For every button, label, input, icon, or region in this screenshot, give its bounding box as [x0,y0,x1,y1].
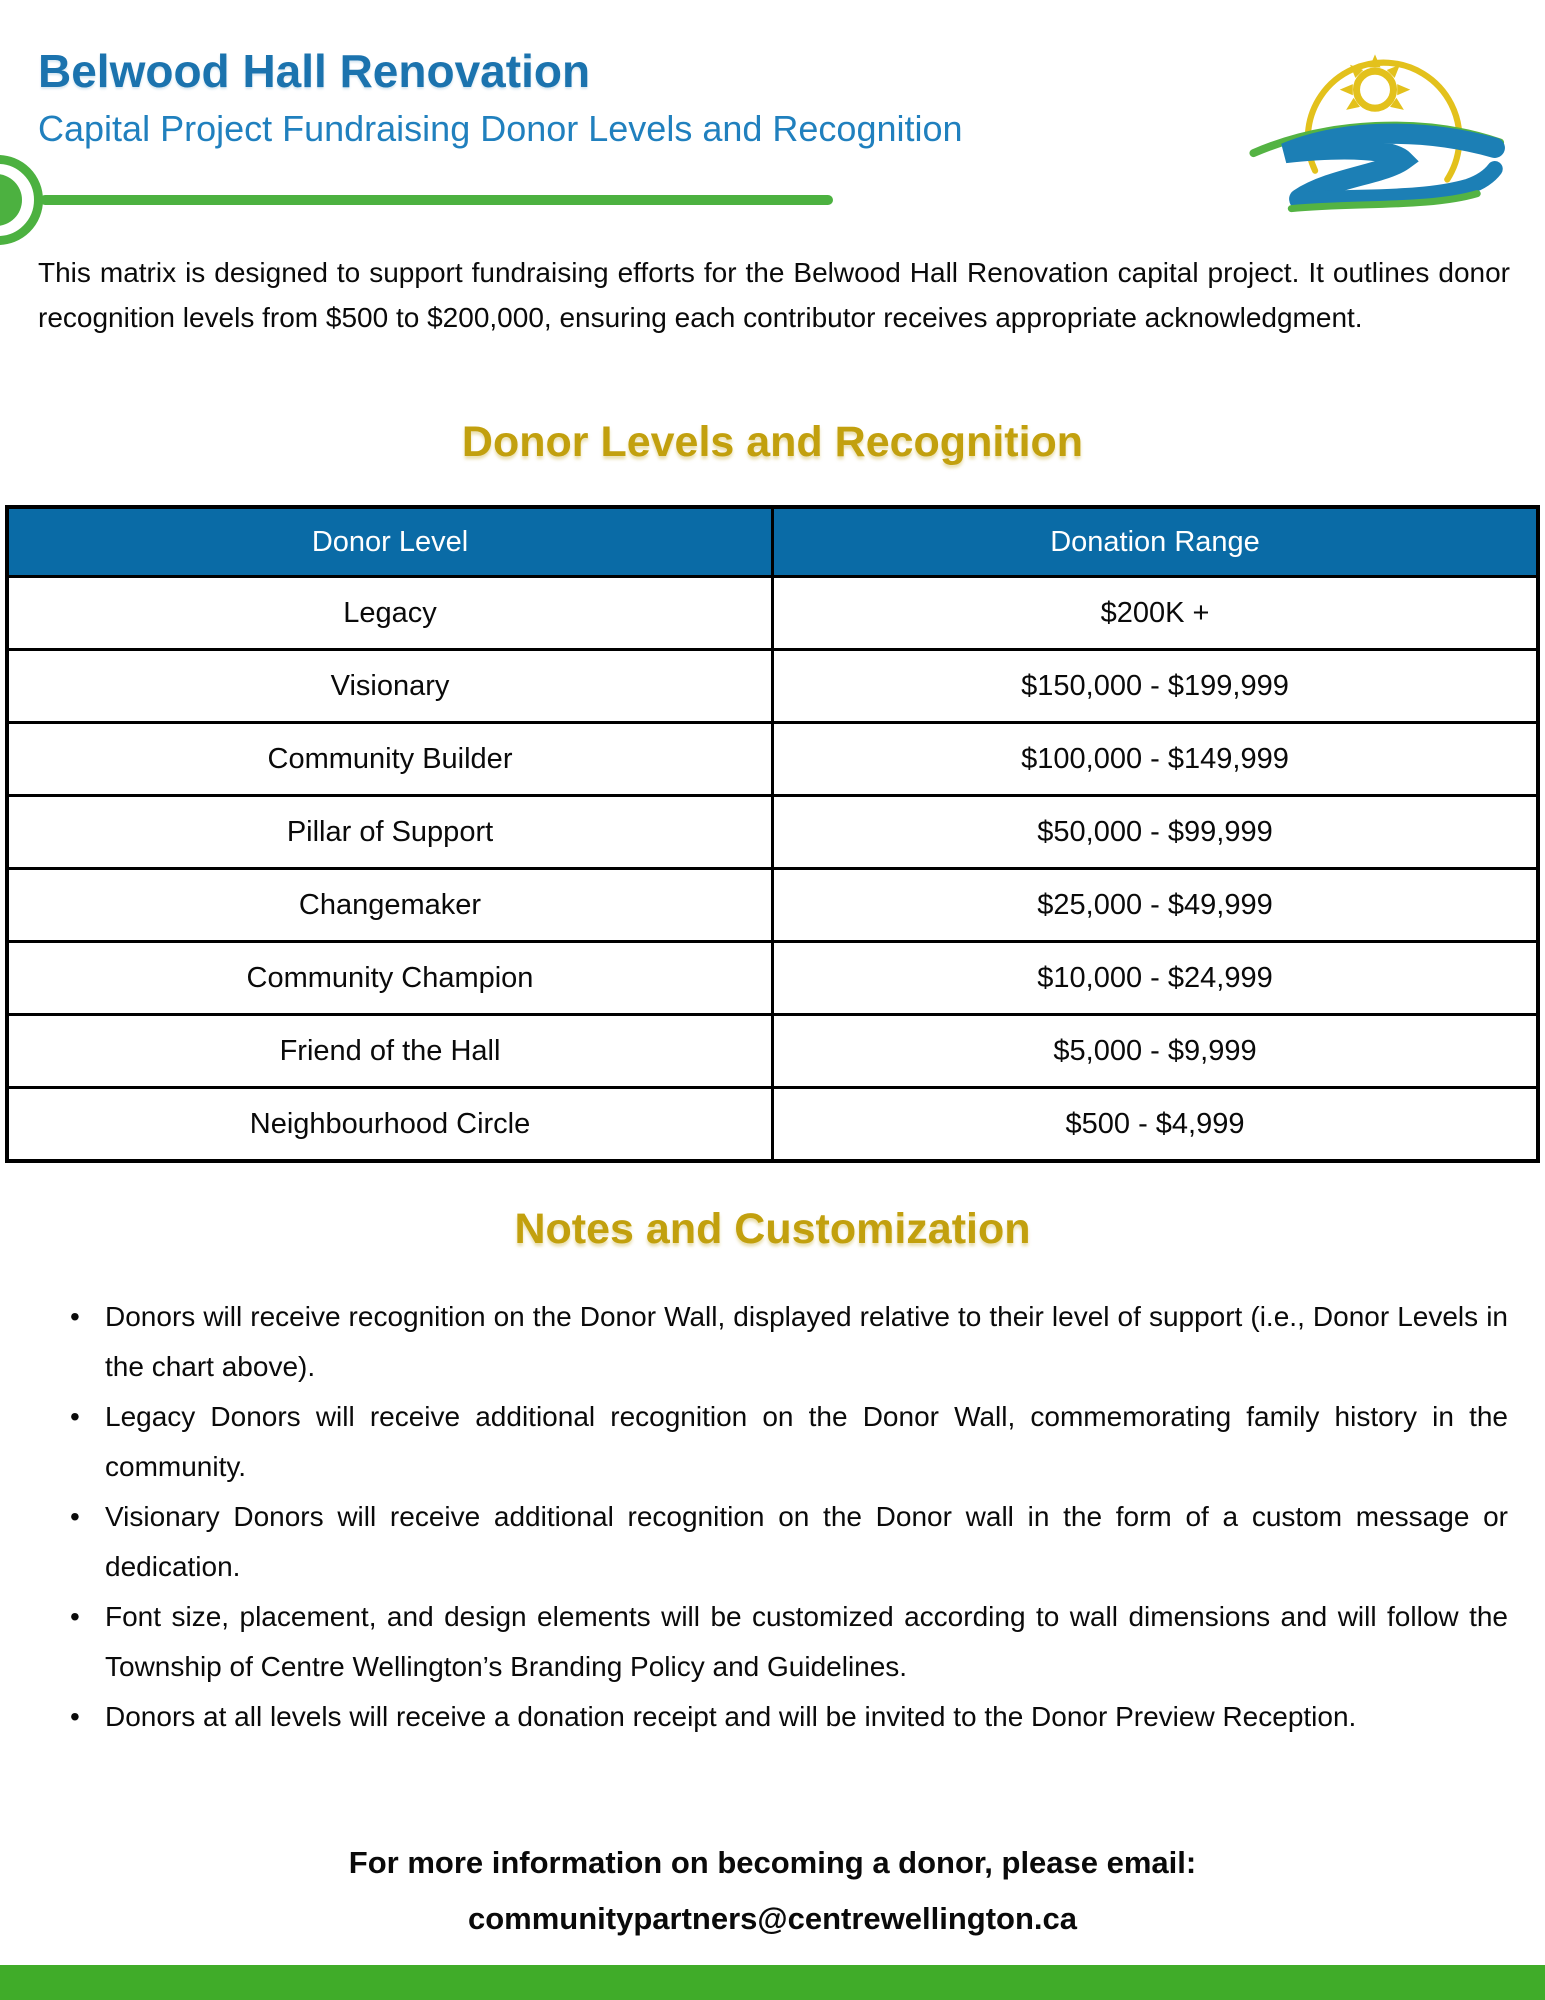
sun-rays-icon [1339,54,1411,110]
donation-range-cell: $200K + [771,575,1540,651]
donation-range-cell: $100,000 - $149,999 [771,721,1540,797]
bullet-icon: • [70,1401,80,1432]
divider-line [40,195,833,205]
notes-heading: Notes and Customization [514,1205,1031,1253]
page-subtitle: Capital Project Fundraising Donor Levels… [38,108,963,149]
bullet-icon: • [70,1501,80,1532]
bullet-icon: • [70,1301,80,1332]
list-item: • Visionary Donors will receive additiona… [60,1492,1508,1592]
donation-range-cell: $5,000 - $9,999 [771,1013,1540,1089]
table-row: Pillar of Support $50,000 - $99,999 [5,794,1540,870]
header: Belwood Hall Renovation Capital Project … [38,42,963,152]
donor-level-cell: Changemaker [5,867,774,943]
centre-wellington-logo [1249,54,1505,213]
divider-dot-icon [0,174,22,226]
donor-level-cell: Visionary [5,648,774,724]
bottom-accent-bar [0,1965,1545,2000]
table-row: Friend of the Hall $5,000 - $9,999 [5,1013,1540,1089]
donor-levels-heading: Donor Levels and Recognition [461,418,1084,466]
donor-level-cell: Community Builder [5,721,774,797]
note-text: Donors at all levels will receive a dona… [105,1701,1357,1732]
donor-level-cell: Neighbourhood Circle [5,1086,774,1163]
donor-level-cell: Friend of the Hall [5,1013,774,1089]
note-text: Visionary Donors will receive additional… [105,1501,1508,1582]
note-text: Legacy Donors will receive additional re… [105,1401,1508,1482]
table-row: Community Champion $10,000 - $24,999 [5,940,1540,1016]
table-row: Changemaker $25,000 - $49,999 [5,867,1540,943]
donor-level-cell: Community Champion [5,940,774,1016]
table-header-row: Donor Level Donation Range [5,505,1540,578]
footer: For more information on becoming a donor… [0,1838,1545,1950]
sun-icon [1352,67,1398,112]
donation-range-cell: $150,000 - $199,999 [771,648,1540,724]
footer-email: communitypartners@centrewellington.ca [467,1901,1078,1936]
table-row: Legacy $200K + [5,575,1540,651]
donation-range-cell: $25,000 - $49,999 [771,867,1540,943]
table-row: Visionary $150,000 - $199,999 [5,648,1540,724]
page-title: Belwood Hall Renovation [38,45,591,97]
donor-level-cell: Legacy [5,575,774,651]
bullet-icon: • [70,1701,80,1732]
column-header-donor-level: Donor Level [5,505,774,578]
table-row: Neighbourhood Circle $500 - $4,999 [5,1086,1540,1163]
donor-level-cell: Pillar of Support [5,794,774,870]
table-row: Community Builder $100,000 - $149,999 [5,721,1540,797]
donation-range-cell: $50,000 - $99,999 [771,794,1540,870]
list-item: • Font size, placement, and design elemen… [60,1592,1508,1692]
intro-paragraph: This matrix is designed to support fundr… [38,257,1510,333]
list-item: • Legacy Donors will receive additional r… [60,1392,1508,1492]
donor-levels-table: Donor Level Donation Range Legacy $200K … [5,505,1540,1163]
list-item: • Donors will receive recognition on the … [60,1292,1508,1392]
donation-range-cell: $500 - $4,999 [771,1086,1540,1163]
footer-cta-text: For more information on becoming a donor… [348,1845,1197,1880]
bullet-icon: • [70,1601,80,1632]
river-icon [1249,121,1505,213]
note-text: Font size, placement, and design element… [105,1601,1508,1682]
note-text: Donors will receive recognition on the D… [105,1301,1508,1382]
list-item: • Donors at all levels will receive a don… [60,1692,1508,1742]
donation-range-cell: $10,000 - $24,999 [771,940,1540,1016]
notes-list: • Donors will receive recognition on the … [60,1292,1508,1742]
column-header-donation-range: Donation Range [771,505,1540,578]
